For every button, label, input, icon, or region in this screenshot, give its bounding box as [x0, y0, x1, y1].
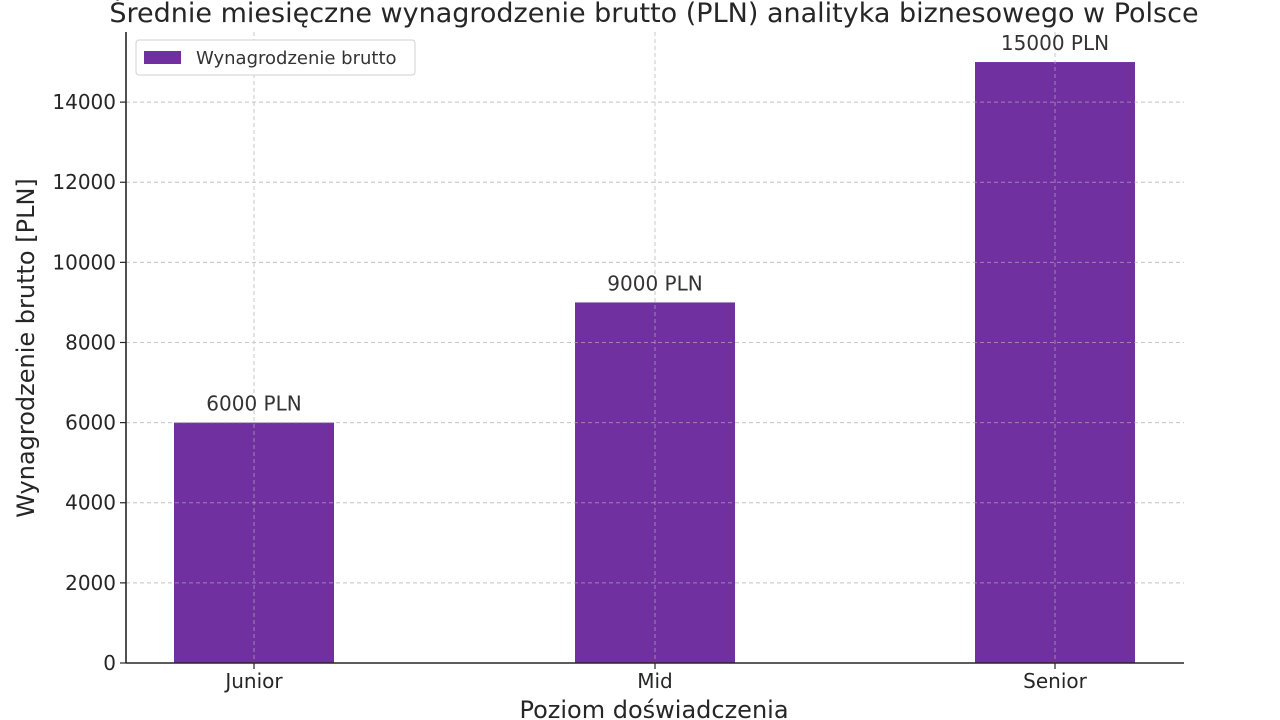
y-tick-label: 6000 [65, 411, 116, 435]
x-tick-label: Junior [223, 669, 283, 693]
y-tick-label: 0 [103, 651, 116, 675]
y-tick-label: 8000 [65, 330, 116, 354]
axes-layer [120, 32, 1184, 669]
y-tick-label: 4000 [65, 491, 116, 515]
x-tick-label: Senior [1023, 669, 1087, 693]
legend-swatch [144, 51, 181, 64]
legend-label: Wynagrodzenie brutto [196, 48, 397, 69]
chart-title: Średnie miesięczne wynagrodzenie brutto … [109, 0, 1198, 29]
y-tick-label: 14000 [52, 90, 116, 114]
x-tick-label: Mid [637, 669, 673, 693]
x-axis-label: Poziom doświadczenia [519, 696, 788, 720]
data-label: 6000 PLN [206, 392, 301, 416]
legend: Wynagrodzenie brutto [135, 39, 416, 76]
grid-overlay [126, 32, 1184, 663]
y-tick-label: 10000 [52, 250, 116, 274]
labels-layer: 0 2000 4000 6000 8000 10000 12000 14000 Junior 60… [52, 31, 1109, 693]
data-label: 15000 PLN [1001, 31, 1109, 55]
data-label: 9000 PLN [607, 271, 702, 295]
y-tick-label: 2000 [65, 571, 116, 595]
bar-junior [174, 422, 334, 663]
legend-box [135, 39, 416, 76]
y-tick-label: 12000 [52, 170, 116, 194]
y-axis-label: Wynagrodzenie brutto [PLN] [12, 178, 40, 518]
